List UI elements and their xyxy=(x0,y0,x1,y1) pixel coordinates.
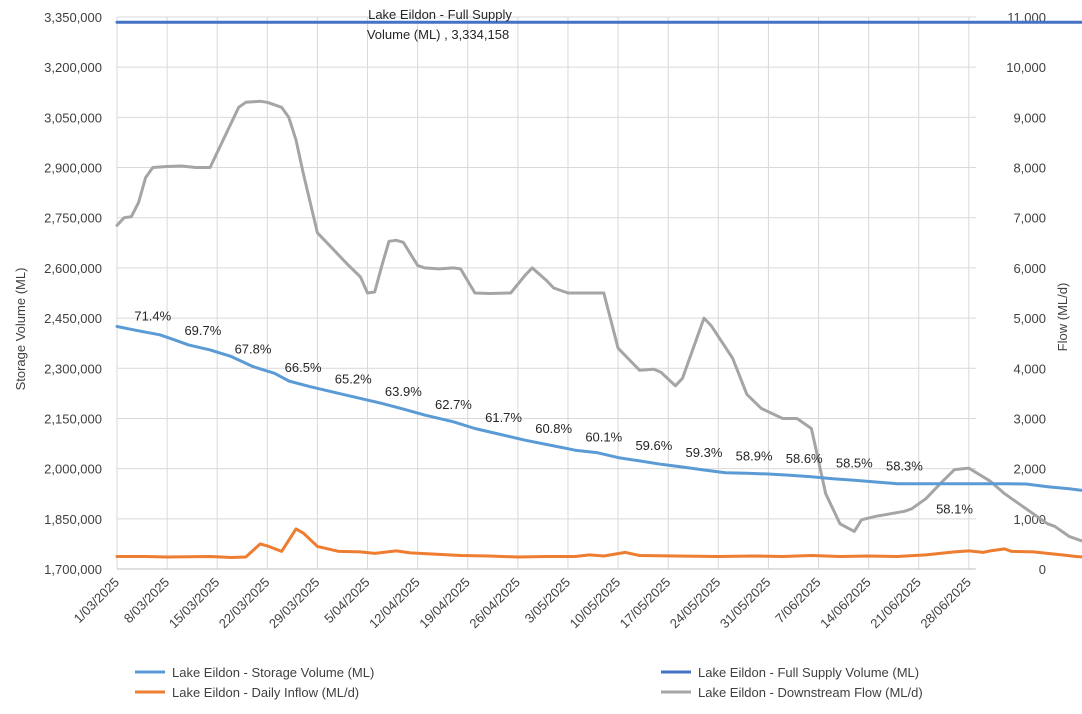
percent-labels: 71.4% 69.7% 67.8% 66.5% 65.2% 63.9% 62.7% 61.7%… xyxy=(134,308,973,516)
percent-label: 58.3% xyxy=(886,459,923,474)
x-tick-label: 31/05/2025 xyxy=(717,575,774,632)
percent-label: 71.4% xyxy=(134,308,171,323)
percent-label: 61.7% xyxy=(485,410,522,425)
series-layer xyxy=(115,20,1082,559)
y-left-tick-label: 2,000,000 xyxy=(44,462,102,477)
x-axis-ticks: 1/03/20258/03/202515/03/202522/03/202529… xyxy=(71,575,974,632)
y-left-tick-label: 1,850,000 xyxy=(44,512,102,527)
x-tick-label: 21/06/2025 xyxy=(867,575,924,632)
y-left-tick-label: 2,450,000 xyxy=(44,311,102,326)
x-tick-label: 28/06/2025 xyxy=(917,575,974,632)
x-tick-label: 10/05/2025 xyxy=(567,575,624,632)
x-tick-label: 8/03/2025 xyxy=(121,575,173,627)
percent-label: 58.1% xyxy=(936,502,973,517)
percent-label: 58.5% xyxy=(836,455,873,470)
x-tick-label: 22/03/2025 xyxy=(216,575,273,632)
x-tick-label: 12/04/2025 xyxy=(366,575,423,632)
legend-item-downstream: Lake Eildon - Downstream Flow (ML/d) xyxy=(661,685,923,700)
legend-label-inflow: Lake Eildon - Daily Inflow (ML/d) xyxy=(172,685,359,700)
percent-label: 66.5% xyxy=(285,360,322,375)
y-left-tick-label: 1,700,000 xyxy=(44,562,102,577)
percent-label: 59.6% xyxy=(635,438,672,453)
percent-label: 63.9% xyxy=(385,384,422,399)
percent-label: 62.7% xyxy=(435,397,472,412)
y-right-axis-title: Flow (ML/d) xyxy=(1055,283,1070,352)
y-left-tick-label: 3,200,000 xyxy=(44,60,102,75)
x-tick-label: 1/03/2025 xyxy=(71,575,123,627)
full-supply-label-line1: Lake Eildon - Full Supply xyxy=(368,7,512,22)
legend-item-inflow: Lake Eildon - Daily Inflow (ML/d) xyxy=(135,685,359,700)
y-right-tick-label: 3,000 xyxy=(1013,411,1046,426)
y-right-axis-ticks: 01,0002,0003,0004,0005,0006,0007,0008,00… xyxy=(1006,10,1046,577)
x-tick-label: 15/03/2025 xyxy=(166,575,223,632)
legend-label-downstream: Lake Eildon - Downstream Flow (ML/d) xyxy=(698,685,923,700)
y-right-tick-label: 5,000 xyxy=(1013,311,1046,326)
x-tick-label: 26/04/2025 xyxy=(466,575,523,632)
legend-label-full-supply: Lake Eildon - Full Supply Volume (ML) xyxy=(698,665,919,680)
y-right-tick-label: 7,000 xyxy=(1013,211,1046,226)
y-left-tick-label: 2,300,000 xyxy=(44,361,102,376)
y-left-tick-label: 2,150,000 xyxy=(44,411,102,426)
x-tick-label: 7/06/2025 xyxy=(772,575,824,627)
x-tick-label: 14/06/2025 xyxy=(817,575,874,632)
percent-label: 58.6% xyxy=(786,451,823,466)
percent-label: 65.2% xyxy=(335,372,372,387)
downstream-flow-line xyxy=(115,99,1082,543)
y-left-tick-label: 2,900,000 xyxy=(44,161,102,176)
percent-label: 60.1% xyxy=(585,429,622,444)
gridlines xyxy=(116,16,976,570)
storage-volume-line xyxy=(115,325,1082,492)
y-left-axis-ticks: 1,700,000 1,850,000 2,000,000 2,150,000 2,30… xyxy=(44,10,102,577)
y-right-tick-label: 9,000 xyxy=(1013,110,1046,125)
percent-label: 59.3% xyxy=(686,445,723,460)
x-tick-label: 5/04/2025 xyxy=(321,575,373,627)
x-tick-label: 17/05/2025 xyxy=(617,575,674,632)
y-right-tick-label: 2,000 xyxy=(1013,462,1046,477)
full-supply-label-line2: Volume (ML) , 3,334,158 xyxy=(367,27,509,42)
y-left-tick-label: 2,750,000 xyxy=(44,211,102,226)
y-right-tick-label: 0 xyxy=(1039,562,1046,577)
legend: Lake Eildon - Storage Volume (ML) Lake E… xyxy=(135,665,923,700)
y-left-tick-label: 3,050,000 xyxy=(44,110,102,125)
y-right-tick-label: 6,000 xyxy=(1013,261,1046,276)
y-left-axis-title: Storage Volume (ML) xyxy=(13,268,28,391)
x-tick-label: 24/05/2025 xyxy=(667,575,724,632)
y-right-tick-label: 4,000 xyxy=(1013,361,1046,376)
y-left-tick-label: 2,600,000 xyxy=(44,261,102,276)
percent-label: 69.7% xyxy=(184,323,221,338)
daily-inflow-line xyxy=(115,527,1082,559)
legend-label-storage: Lake Eildon - Storage Volume (ML) xyxy=(172,665,374,680)
percent-label: 60.8% xyxy=(535,421,572,436)
legend-item-storage: Lake Eildon - Storage Volume (ML) xyxy=(135,665,374,680)
x-tick-label: 29/03/2025 xyxy=(266,575,323,632)
y-right-tick-label: 8,000 xyxy=(1013,161,1046,176)
y-left-tick-label: 3,350,000 xyxy=(44,10,102,25)
x-tick-label: 19/04/2025 xyxy=(416,575,473,632)
percent-label: 67.8% xyxy=(235,342,272,357)
percent-label: 58.9% xyxy=(736,449,773,464)
x-tick-label: 3/05/2025 xyxy=(522,575,574,627)
legend-item-full-supply: Lake Eildon - Full Supply Volume (ML) xyxy=(661,665,919,680)
y-right-tick-label: 10,000 xyxy=(1006,60,1046,75)
